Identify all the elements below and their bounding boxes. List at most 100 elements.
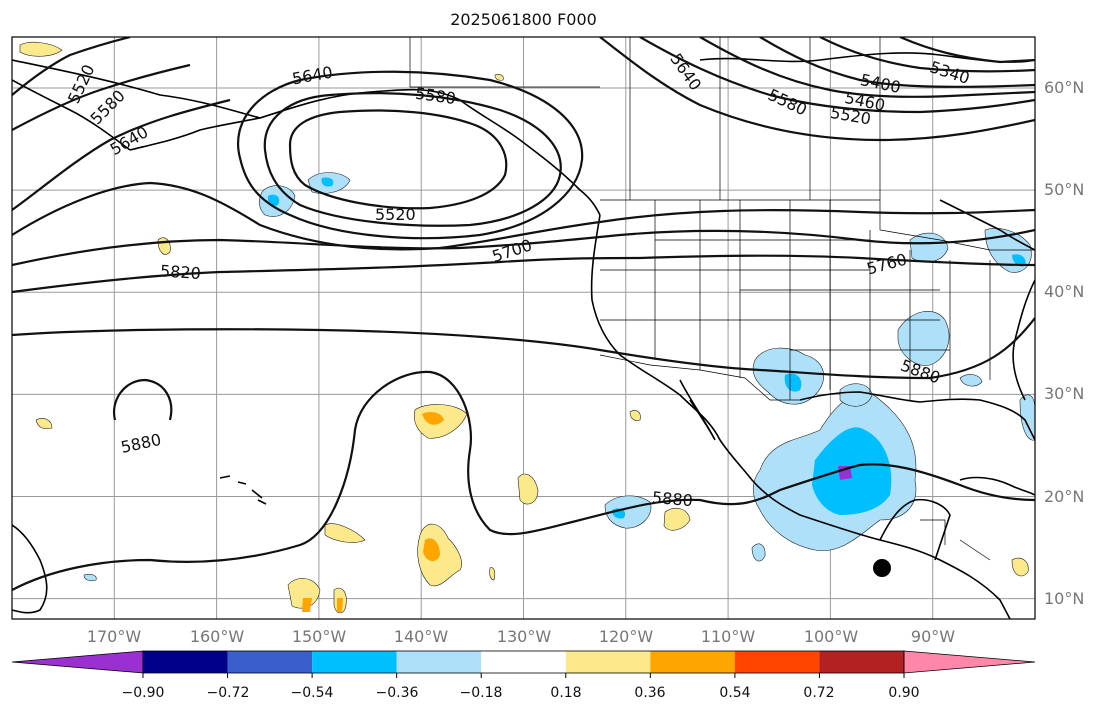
longitude-axis: 170°W 160°W 150°W 140°W 130°W 120°W 110°…	[87, 627, 955, 646]
shade-region-subtropical-13	[489, 567, 496, 581]
colorbar-segment	[819, 651, 904, 673]
lat-label: 50°N	[1044, 180, 1084, 199]
shade-region-southeast	[897, 311, 950, 366]
coast-west-us	[590, 214, 1011, 619]
coast-sw-corner	[12, 524, 48, 614]
shaded-field	[19, 41, 1035, 614]
political-borders	[409, 37, 1035, 561]
shade-region-subtropical-8	[1011, 557, 1029, 577]
coast-aleutians	[129, 117, 261, 151]
shade-region-subtropical-6	[517, 473, 539, 505]
shade-region-epac	[604, 495, 652, 529]
border-us-mexico	[599, 354, 800, 401]
colorbar-segment	[143, 651, 228, 673]
contour-label: 5520	[375, 205, 416, 224]
colorbar-segment	[312, 651, 397, 673]
shade-region-npac-1-core	[267, 194, 280, 206]
border-alaska-canada	[409, 37, 600, 88]
border-us-canada	[600, 199, 1035, 251]
contour-label: 5880	[651, 488, 693, 510]
shade-region-small-blue	[83, 573, 97, 582]
contour-5580-low	[263, 92, 562, 227]
colorbar-extend-high	[903, 650, 1036, 674]
coast-alaska	[12, 59, 601, 216]
colorbar-segment	[396, 651, 482, 673]
shade-region-subtropical-5	[324, 523, 366, 543]
contour-5520-west	[12, 37, 131, 96]
coast-hawaii	[219, 475, 267, 505]
border-central-america	[920, 519, 991, 561]
colorbar-tick-label: 0.90	[888, 685, 919, 701]
contour-5640-low	[237, 70, 584, 240]
latitude-axis: 60°N 50°N 40°N 30°N 20°N 10°N	[1044, 78, 1084, 608]
colorbar-tick-label: −0.90	[122, 685, 165, 701]
shade-region-subtropical-11	[35, 418, 53, 430]
coastlines	[12, 52, 1035, 619]
shade-region-subtropical-2-core	[423, 538, 440, 562]
lon-label: 100°W	[804, 627, 859, 646]
contour-label: 5820	[160, 261, 202, 283]
shade-region-carolina	[959, 374, 983, 387]
lat-label: 30°N	[1044, 384, 1084, 403]
contour-5820	[12, 254, 1035, 294]
lon-label: 110°W	[701, 627, 756, 646]
contour-5520-ne	[699, 37, 1035, 98]
colorbar-frame	[142, 650, 905, 674]
contour-5700	[12, 181, 1035, 251]
lat-label: 60°N	[1044, 78, 1084, 97]
lon-label: 160°W	[190, 627, 245, 646]
colorbar-tick-label: 0.18	[550, 685, 581, 701]
shade-region-guatemala	[751, 543, 766, 562]
shade-region-texas-core	[784, 373, 802, 392]
shade-region-louisiana	[839, 383, 873, 407]
shade-region-npac-2-core	[321, 177, 334, 187]
colorbar-tick-label: 0.54	[719, 685, 750, 701]
contour-5520-low	[288, 109, 508, 210]
lon-label: 150°W	[292, 627, 347, 646]
shade-region-subtropical-7	[663, 507, 691, 531]
coast-kamchatka	[12, 79, 131, 151]
shade-region-subtropical-9	[19, 41, 63, 57]
lon-label: 120°W	[599, 627, 654, 646]
storm-marker	[873, 559, 891, 577]
contour-5580-ne	[639, 37, 1035, 114]
shade-region-subtropical-12	[629, 410, 641, 421]
colorbar-segment	[650, 651, 735, 673]
colorbar-segment	[565, 651, 651, 673]
shade-region-subtropical-3	[287, 578, 321, 609]
contours	[12, 37, 1035, 591]
colorbar-tick-label: −0.54	[291, 685, 334, 701]
colorbar-extend-low	[11, 650, 144, 674]
colorbar-tick-label: −0.18	[460, 685, 503, 701]
lon-label: 90°W	[911, 627, 955, 646]
shade-region-florida	[1019, 394, 1035, 441]
colorbar-segment	[734, 651, 820, 673]
colorbar	[11, 650, 1036, 678]
contour-5400-ne	[819, 37, 1035, 73]
lat-label: 20°N	[1044, 487, 1084, 506]
lon-label: 140°W	[394, 627, 449, 646]
colorbar-tick-label: 0.72	[803, 685, 834, 701]
lat-label: 10°N	[1044, 589, 1084, 608]
contour-5760	[12, 228, 1035, 267]
shade-region-subtropical-14	[494, 74, 504, 81]
colorbar-labels: −0.90 −0.72 −0.54 −0.36 −0.18 0.18 0.36 …	[122, 685, 920, 701]
map-title: 2025061800 F000	[450, 10, 597, 29]
lon-label: 170°W	[87, 627, 142, 646]
shade-region-subtropical-1-core	[422, 412, 444, 425]
contour-5880-main	[12, 317, 1035, 380]
shade-region-subtropical-3-core	[302, 598, 312, 612]
lon-label: 130°W	[497, 627, 552, 646]
contour-5340-ne	[899, 37, 1035, 64]
lat-label: 40°N	[1044, 282, 1084, 301]
shade-region-gulf-core	[812, 427, 892, 515]
contour-5640-ne	[599, 37, 1035, 142]
contour-5640-west	[12, 98, 231, 211]
coast-gulf	[799, 391, 1035, 441]
colorbar-segment	[481, 651, 566, 673]
border-canada-provinces	[629, 37, 881, 200]
coast-baja	[679, 379, 716, 441]
border-us-states	[600, 200, 991, 400]
contour-5580-west	[12, 63, 191, 131]
